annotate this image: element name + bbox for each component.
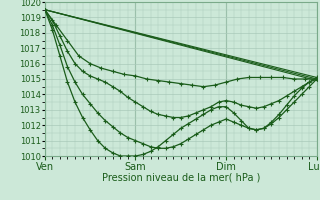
X-axis label: Pression niveau de la mer( hPa ): Pression niveau de la mer( hPa ) [102, 173, 260, 183]
